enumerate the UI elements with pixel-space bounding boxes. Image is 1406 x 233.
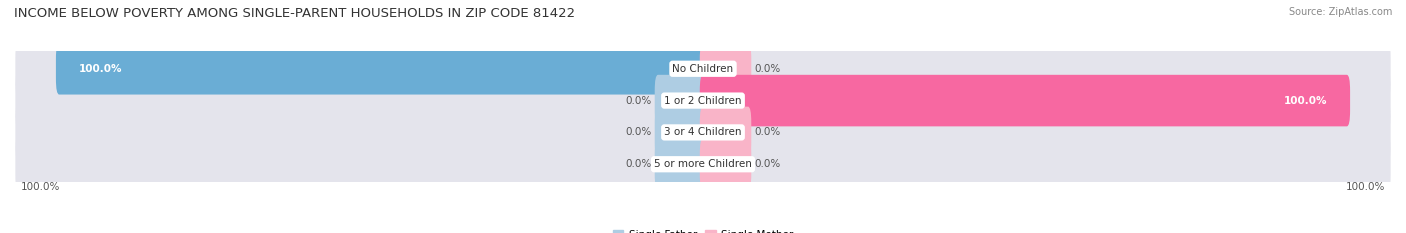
FancyBboxPatch shape	[700, 138, 751, 190]
FancyBboxPatch shape	[15, 97, 1391, 168]
FancyBboxPatch shape	[655, 107, 706, 158]
Text: 0.0%: 0.0%	[755, 159, 780, 169]
Text: 0.0%: 0.0%	[626, 96, 651, 106]
Text: 100.0%: 100.0%	[1284, 96, 1327, 106]
Text: 0.0%: 0.0%	[755, 127, 780, 137]
FancyBboxPatch shape	[56, 43, 706, 95]
FancyBboxPatch shape	[700, 75, 1350, 126]
Text: 1 or 2 Children: 1 or 2 Children	[664, 96, 742, 106]
Text: 3 or 4 Children: 3 or 4 Children	[664, 127, 742, 137]
Text: 0.0%: 0.0%	[755, 64, 780, 74]
Text: 100.0%: 100.0%	[21, 182, 60, 192]
Text: No Children: No Children	[672, 64, 734, 74]
Text: 0.0%: 0.0%	[626, 127, 651, 137]
FancyBboxPatch shape	[655, 138, 706, 190]
Text: Source: ZipAtlas.com: Source: ZipAtlas.com	[1288, 7, 1392, 17]
FancyBboxPatch shape	[655, 75, 706, 126]
Text: INCOME BELOW POVERTY AMONG SINGLE-PARENT HOUSEHOLDS IN ZIP CODE 81422: INCOME BELOW POVERTY AMONG SINGLE-PARENT…	[14, 7, 575, 20]
FancyBboxPatch shape	[15, 34, 1391, 104]
FancyBboxPatch shape	[15, 65, 1391, 136]
Legend: Single Father, Single Mother: Single Father, Single Mother	[609, 226, 797, 233]
FancyBboxPatch shape	[15, 129, 1391, 199]
Text: 0.0%: 0.0%	[626, 159, 651, 169]
FancyBboxPatch shape	[700, 43, 751, 95]
Text: 100.0%: 100.0%	[79, 64, 122, 74]
FancyBboxPatch shape	[700, 107, 751, 158]
Text: 5 or more Children: 5 or more Children	[654, 159, 752, 169]
Text: 100.0%: 100.0%	[1346, 182, 1385, 192]
